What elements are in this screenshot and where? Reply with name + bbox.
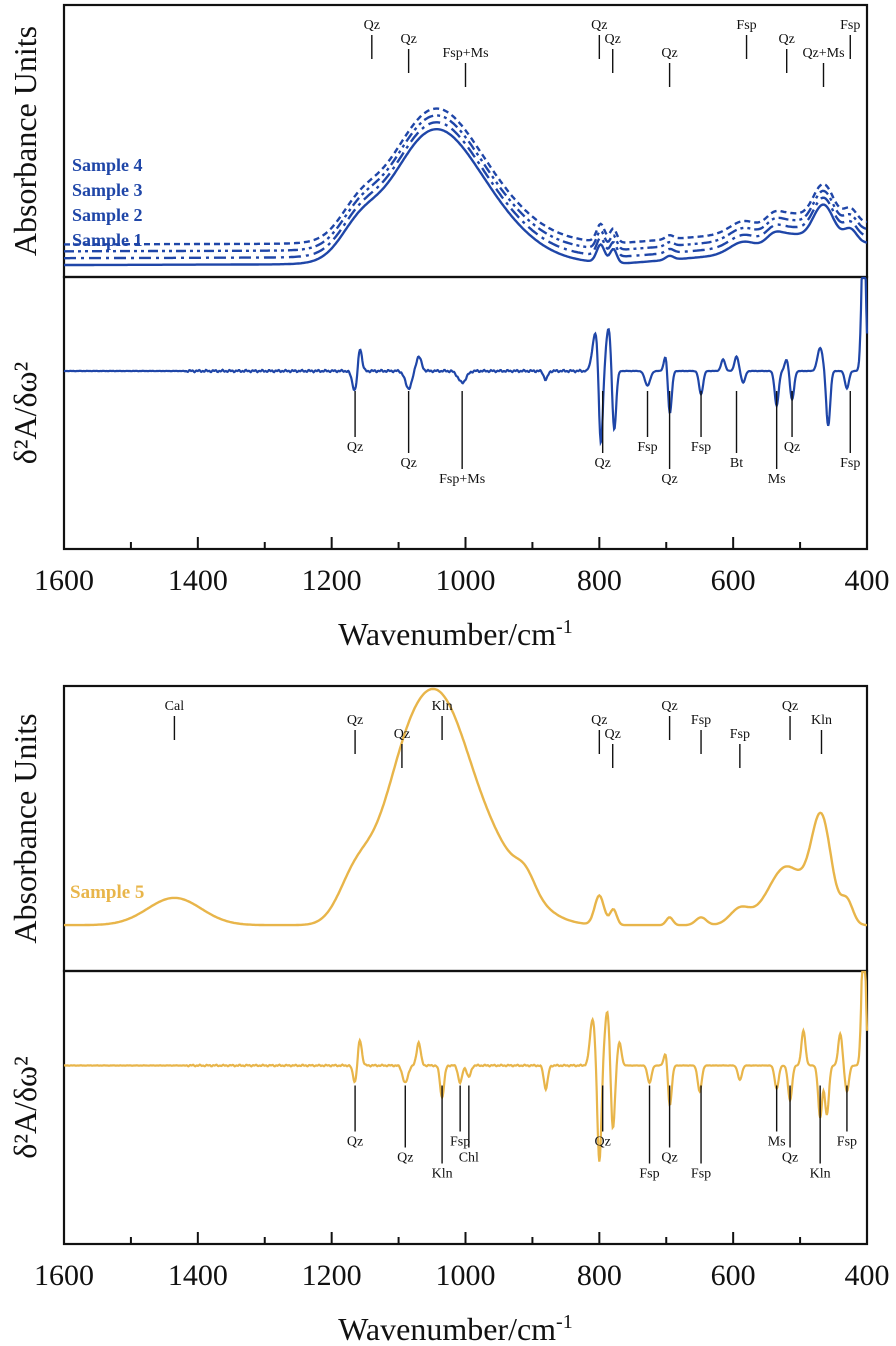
- lower-annotation: Qz: [661, 472, 677, 487]
- upper-y-axis-title: Absorbance Units: [7, 713, 43, 943]
- lower-plot-frame: [62, 275, 869, 551]
- upper-annotation: Qz: [591, 713, 607, 728]
- upper-annotation: Cal: [165, 699, 185, 714]
- lower-annotation: Qz: [397, 1151, 413, 1166]
- lower-annotation: Qz: [595, 1135, 611, 1150]
- lower-y-axis-title: δ²A/δω²: [7, 362, 43, 464]
- upper-annotation: Qz: [779, 32, 795, 47]
- upper-annotation: Qz: [782, 699, 798, 714]
- upper-annotation: Fsp: [840, 18, 860, 33]
- upper-annotation: Fsp+Ms: [442, 46, 488, 61]
- x-tick-label: 400: [845, 564, 890, 597]
- upper-annotation: Qz: [394, 727, 410, 742]
- x-tick-label: 1200: [302, 1259, 362, 1292]
- lower-annotation: Kln: [432, 1167, 453, 1182]
- lower-annotation: Qz: [347, 440, 363, 455]
- second-derivative-curve: [63, 276, 869, 447]
- x-tick-label: 1400: [168, 564, 228, 597]
- upper-annotation: Qz: [347, 713, 363, 728]
- lower-annotation: Fsp: [840, 456, 860, 471]
- upper-annotation: Qz+Ms: [802, 46, 844, 61]
- x-axis-title-sup: -1: [556, 1311, 573, 1333]
- upper-annotation: Fsp: [691, 713, 711, 728]
- upper-annotation: Qz: [661, 699, 677, 714]
- upper-annotation: Kln: [811, 713, 832, 728]
- x-tick-label: 800: [577, 1259, 622, 1292]
- spectrum-sample-5: [64, 687, 868, 927]
- lower-plot-frame: [62, 969, 869, 1246]
- x-tick-label: 1400: [168, 1259, 228, 1292]
- lower-annotation: Kln: [810, 1167, 831, 1182]
- upper-annotation: Qz: [364, 18, 380, 33]
- x-tick-label: 800: [577, 564, 622, 597]
- x-tick-label: 1000: [436, 564, 496, 597]
- x-tick-label: 600: [711, 564, 756, 597]
- series-label: Sample 3: [72, 180, 143, 200]
- lower-annotation: Fsp: [691, 440, 711, 455]
- x-axis-title: Wavenumber/cm-1: [338, 616, 572, 652]
- spectrum-sample-1: [64, 127, 868, 267]
- lower-annotation: Qz: [784, 440, 800, 455]
- lower-annotation: Qz: [347, 1135, 363, 1150]
- upper-annotation: Qz: [605, 32, 621, 47]
- lower-annotation: Ms: [768, 472, 786, 487]
- upper-annotation: Qz: [400, 32, 416, 47]
- lower-annotation: Fsp: [637, 440, 657, 455]
- lower-annotation: Fsp: [639, 1167, 659, 1182]
- lower-annotation: Chl: [459, 1151, 479, 1166]
- series-label: Sample 2: [72, 205, 143, 225]
- upper-annotation: Fsp: [736, 18, 756, 33]
- lower-annotation: Fsp: [837, 1135, 857, 1150]
- lower-annotation: Fsp: [691, 1167, 711, 1182]
- x-tick-label: 600: [711, 1259, 756, 1292]
- lower-annotation: Fsp: [450, 1135, 470, 1150]
- second-derivative-curve: [64, 970, 869, 1162]
- x-tick-label: 400: [845, 1259, 890, 1292]
- x-tick-label: 1600: [34, 564, 94, 597]
- series-label: Sample 1: [72, 230, 143, 250]
- lower-y-axis-title: δ²A/δω²: [7, 1056, 43, 1158]
- lower-annotation: Ms: [768, 1135, 786, 1150]
- upper-annotation: Kln: [432, 699, 453, 714]
- lower-annotation: Qz: [661, 1151, 677, 1166]
- upper-annotation: Qz: [605, 727, 621, 742]
- upper-y-axis-title: Absorbance Units: [7, 26, 43, 256]
- x-axis-title-sup: -1: [556, 616, 573, 638]
- spectrum-sample-3: [64, 114, 868, 253]
- x-tick-label: 1600: [34, 1259, 94, 1292]
- series-label: Sample 5: [70, 882, 144, 903]
- lower-annotation: Qz: [782, 1151, 798, 1166]
- spectrum-sample-2: [64, 121, 868, 260]
- spectrum-sample-4: [64, 107, 868, 246]
- x-axis-title: Wavenumber/cm-1: [338, 1311, 572, 1346]
- x-tick-label: 1200: [302, 564, 362, 597]
- x-tick-label: 1000: [436, 1259, 496, 1292]
- lower-annotation: Qz: [595, 456, 611, 471]
- upper-annotation: Fsp: [730, 727, 750, 742]
- lower-annotation: Bt: [730, 456, 743, 471]
- upper-annotation: Qz: [591, 18, 607, 33]
- series-label: Sample 4: [72, 155, 143, 175]
- lower-annotation: Qz: [400, 456, 416, 471]
- upper-annotation: Qz: [661, 46, 677, 61]
- lower-annotation: Fsp+Ms: [439, 472, 485, 487]
